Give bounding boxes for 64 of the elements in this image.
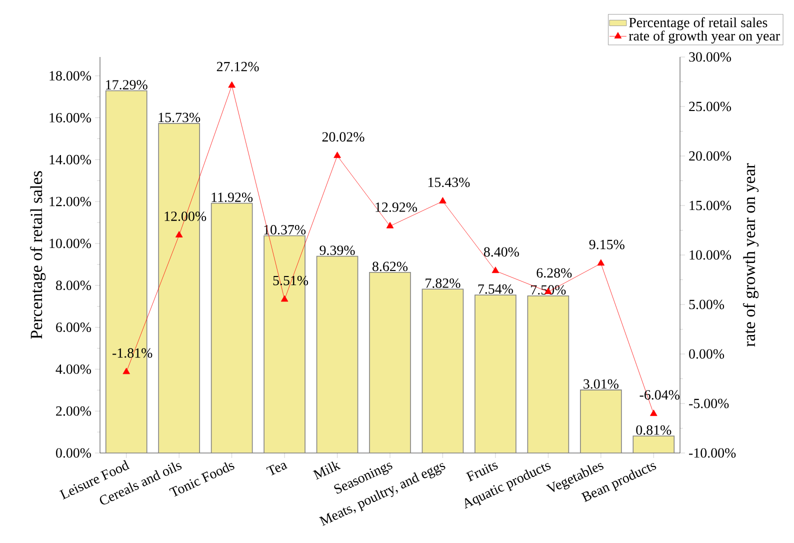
data-label: 27.12% — [216, 62, 259, 72]
data-label: 7.54% — [478, 284, 513, 294]
y-tick-label: 2.00% — [56, 406, 92, 416]
data-label: -1.81% — [112, 348, 152, 358]
y-tick-label: 16.00% — [50, 113, 92, 122]
y2-tick-label: 20.00% — [689, 151, 732, 161]
data-label: 12.92% — [376, 202, 418, 212]
y2-tick-label: 30.00% — [689, 52, 732, 62]
point — [492, 266, 500, 274]
data-label: 8.62% — [372, 262, 408, 272]
data-label: 3.01% — [584, 379, 618, 389]
x-tick-label: Tea — [266, 462, 288, 476]
y-tick-label: 8.00% — [56, 280, 92, 290]
data-label: 15.73% — [158, 112, 200, 122]
point — [386, 222, 394, 228]
data-label: 6.28% — [536, 268, 572, 278]
bar — [210, 202, 253, 453]
legend-label: rate of growth year on year — [628, 30, 780, 44]
y2-tick-label: 15.00% — [690, 200, 732, 210]
y2-tick-label: 0.00% — [689, 349, 724, 359]
point — [280, 295, 288, 302]
point — [334, 152, 341, 158]
data-label: 9.15% — [589, 240, 624, 250]
bar — [632, 436, 675, 453]
data-label: 11.92% — [212, 192, 253, 202]
bar — [474, 294, 516, 453]
y-tick-label: 0.00% — [56, 448, 92, 458]
data-label: 7.82% — [426, 278, 460, 288]
data-label: 17.29% — [106, 80, 148, 90]
point — [175, 231, 183, 238]
data-label: 9.39% — [320, 246, 355, 256]
y-tick-label: 14.00% — [50, 154, 92, 164]
y2-tick-label: 10.00% — [690, 250, 732, 260]
y-tick-label: 6.00% — [56, 322, 92, 332]
y-tick-label: 12.00% — [50, 196, 92, 206]
data-label: 15.43% — [428, 178, 470, 188]
point — [122, 368, 130, 374]
data-label: 20.02% — [322, 132, 364, 142]
bar — [580, 390, 622, 453]
data-label: 5.51% — [273, 276, 308, 286]
y2-tick-label: -5.00% — [689, 398, 729, 408]
bar — [369, 272, 411, 453]
point — [650, 410, 658, 416]
y-tick-label: 18.00% — [50, 71, 92, 81]
data-label: 8.40% — [484, 247, 519, 257]
x-tick-label: Fruits — [466, 462, 498, 482]
bar — [316, 256, 358, 453]
y-tick-label: 4.00% — [56, 364, 92, 374]
y2-tick-label: 5.00% — [689, 300, 724, 310]
data-label: 12.00% — [164, 212, 206, 222]
data-label: 10.37% — [264, 225, 306, 235]
bar — [422, 288, 464, 453]
y-tick-label: 10.00% — [50, 238, 92, 248]
point — [597, 259, 605, 266]
y2-axis-title: rate of growth year on year — [743, 163, 759, 347]
y2-tick-label: -10.00% — [689, 448, 736, 458]
legend-label: Percentage of retail sales — [629, 17, 768, 30]
point — [228, 81, 236, 88]
y-axis-title: Percentage of retail sales — [30, 171, 46, 339]
y2-tick-label: 25.00% — [689, 102, 732, 112]
point — [439, 197, 446, 204]
data-label: 0.81% — [636, 425, 672, 435]
data-label: -6.04% — [640, 390, 680, 400]
bar — [527, 295, 570, 453]
